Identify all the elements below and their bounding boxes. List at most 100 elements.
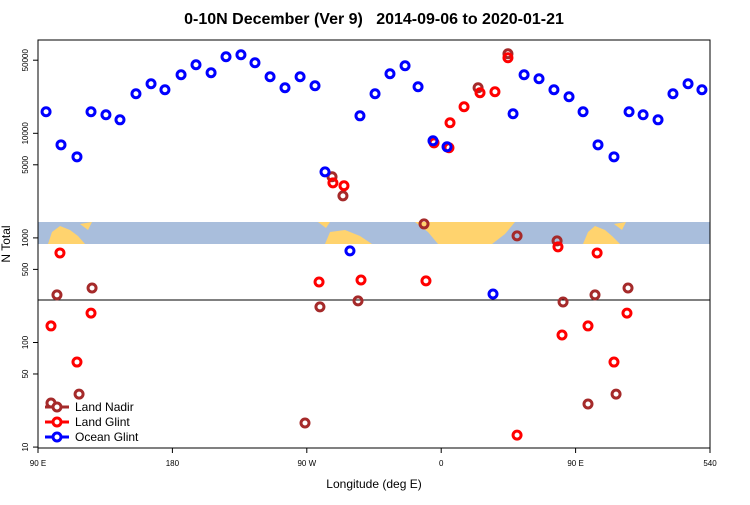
point <box>354 110 366 122</box>
point <box>412 81 424 93</box>
point <box>175 69 187 81</box>
point <box>314 301 326 313</box>
point <box>114 114 126 126</box>
point <box>418 218 430 230</box>
point <box>623 106 635 118</box>
chart-title: 0-10N December (Ver 9) 2014-09-06 to 202… <box>184 11 564 28</box>
point <box>511 230 523 242</box>
point <box>502 52 514 64</box>
x-tick-label: 90 W <box>297 459 316 468</box>
legend-marker <box>51 416 63 428</box>
y-tick-label: 10000 <box>21 122 30 145</box>
point <box>427 135 439 147</box>
point <box>73 388 85 400</box>
point <box>502 48 514 60</box>
point <box>652 114 664 126</box>
point <box>577 106 589 118</box>
point <box>474 87 486 99</box>
point <box>205 67 217 79</box>
point <box>511 429 523 441</box>
y-axis-label: N Total <box>0 225 13 262</box>
x-tick-label: 90 E <box>30 459 46 468</box>
point <box>352 295 364 307</box>
point <box>582 398 594 410</box>
point <box>279 82 291 94</box>
point <box>235 49 247 61</box>
point <box>552 241 564 253</box>
point <box>100 109 112 121</box>
point <box>551 235 563 247</box>
point <box>610 388 622 400</box>
point <box>489 86 501 98</box>
legend-label: Ocean Glint <box>75 430 139 444</box>
point <box>637 109 649 121</box>
point <box>399 60 411 72</box>
point <box>51 289 63 301</box>
y-tick-label: 50 <box>21 369 30 378</box>
point <box>369 88 381 100</box>
point <box>294 71 306 83</box>
point <box>55 139 67 151</box>
point <box>384 68 396 80</box>
x-tick-label: 180 <box>166 459 180 468</box>
legend-label: Land Glint <box>75 415 130 429</box>
point <box>313 276 325 288</box>
point <box>592 139 604 151</box>
legend-label: Land Nadir <box>75 400 134 414</box>
point <box>582 320 594 332</box>
point <box>249 57 261 69</box>
point <box>458 101 470 113</box>
point <box>309 80 321 92</box>
point <box>608 356 620 368</box>
point <box>621 307 633 319</box>
point <box>563 91 575 103</box>
plot-border <box>37 39 711 449</box>
point <box>337 190 349 202</box>
point <box>145 78 157 90</box>
point <box>589 289 601 301</box>
point <box>85 106 97 118</box>
point <box>444 117 456 129</box>
y-tick-label: 5000 <box>21 155 30 173</box>
point <box>556 329 568 341</box>
point <box>40 106 52 118</box>
point <box>518 69 530 81</box>
point <box>338 180 350 192</box>
point <box>548 84 560 96</box>
x-tick-label: 90 E <box>567 459 583 468</box>
point <box>608 151 620 163</box>
point <box>420 275 432 287</box>
point <box>86 282 98 294</box>
point <box>507 108 519 120</box>
point <box>557 296 569 308</box>
point <box>85 307 97 319</box>
y-tick-label: 50000 <box>21 49 30 72</box>
point <box>159 84 171 96</box>
legend-marker <box>51 431 63 443</box>
point <box>71 356 83 368</box>
y-tick-label: 100 <box>21 335 30 349</box>
point <box>299 417 311 429</box>
y-tick-label: 10 <box>21 442 30 451</box>
point <box>591 247 603 259</box>
point <box>264 71 276 83</box>
legend-marker <box>51 401 63 413</box>
point <box>487 288 499 300</box>
x-tick-label: 0 <box>439 459 444 468</box>
point <box>667 88 679 100</box>
x-axis-label: Longitude (deg E) <box>326 477 421 491</box>
point <box>220 51 232 63</box>
x-tick-label: 540 <box>703 459 717 468</box>
y-tick-label: 1000 <box>21 228 30 246</box>
point <box>54 247 66 259</box>
point <box>355 274 367 286</box>
point <box>622 282 634 294</box>
y-tick-label: 500 <box>21 262 30 276</box>
point <box>130 88 142 100</box>
point <box>696 84 708 96</box>
point <box>327 177 339 189</box>
point <box>533 73 545 85</box>
point <box>45 320 57 332</box>
